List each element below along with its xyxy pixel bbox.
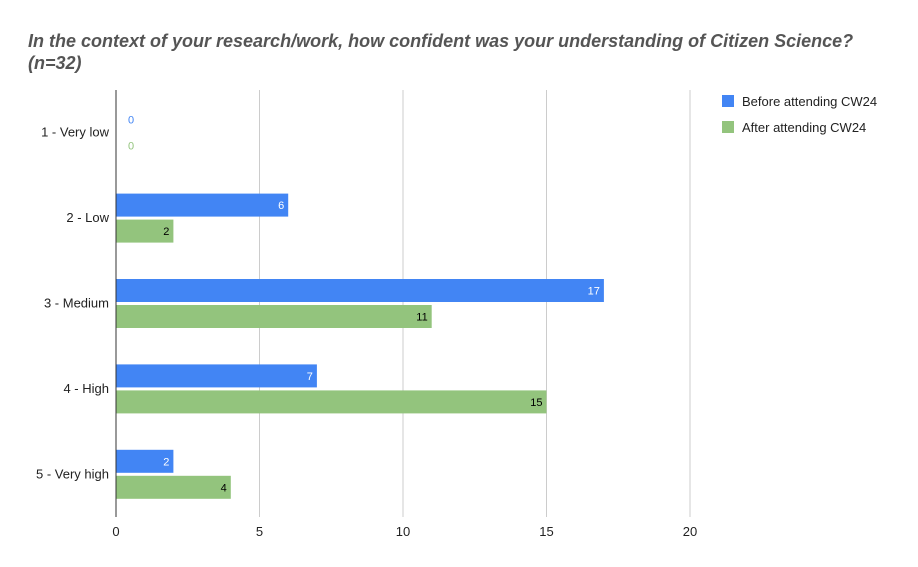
data-label: 0 — [128, 141, 134, 153]
category-label: 2 - Low — [66, 210, 109, 225]
legend-item: After attending CW24 — [722, 116, 877, 138]
data-label: 11 — [416, 312, 427, 324]
legend-item: Before attending CW24 — [722, 90, 877, 112]
category-label: 3 - Medium — [44, 296, 109, 311]
bar — [116, 219, 174, 243]
legend-label: Before attending CW24 — [742, 93, 878, 109]
data-label: 7 — [307, 371, 313, 383]
bars — [116, 193, 604, 499]
data-labels: 0 0 6 2 17 11 7 15 2 4 — [128, 115, 600, 495]
bar — [116, 364, 317, 388]
gridlines — [259, 90, 691, 517]
data-label: 2 — [163, 226, 169, 238]
x-tick-label: 0 — [112, 524, 119, 539]
legend-swatch — [722, 121, 734, 133]
bar — [116, 475, 231, 499]
data-label: 17 — [588, 286, 600, 298]
category-label: 4 - High — [63, 381, 109, 396]
data-label: 4 — [221, 482, 227, 494]
data-label: 6 — [278, 200, 284, 212]
x-tick-label: 20 — [683, 524, 697, 539]
data-label: 0 — [128, 115, 134, 127]
x-tick-label: 10 — [396, 524, 410, 539]
category-label: 5 - Very high — [36, 466, 109, 481]
bar — [116, 449, 174, 473]
x-tick-label: 15 — [539, 524, 553, 539]
legend-swatch — [722, 95, 734, 107]
legend-label: After attending CW24 — [742, 119, 867, 135]
legend: Before attending CW24 After attending CW2… — [722, 90, 877, 142]
bar — [116, 305, 432, 328]
chart-title: In the context of your research/work, ho… — [28, 31, 854, 73]
bar — [116, 390, 547, 414]
x-tick-label: 5 — [256, 524, 263, 539]
category-label: 1 - Very low — [41, 125, 110, 140]
bar — [116, 193, 289, 217]
bar — [116, 279, 604, 302]
data-label: 2 — [163, 456, 169, 468]
data-label: 15 — [530, 397, 542, 409]
